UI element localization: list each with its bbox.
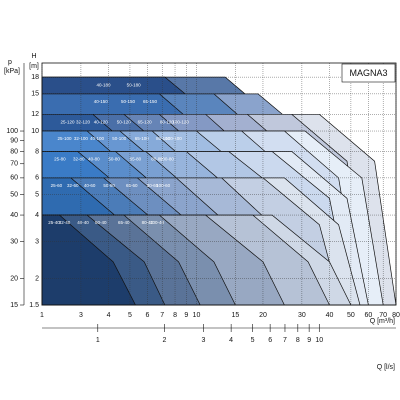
curve-label: 100-80 xyxy=(160,157,175,162)
curve-label: 50-60 xyxy=(103,183,115,188)
y2-unit: [kPa] xyxy=(4,68,20,75)
curve-label: 40-80 xyxy=(88,157,100,162)
curve-label: 80-80 xyxy=(151,157,163,162)
y-tick-label: 4 xyxy=(35,212,39,219)
curve-label: 40-60 xyxy=(84,183,96,188)
y-tick-label: 18 xyxy=(31,74,39,81)
y-unit: [m] xyxy=(29,63,39,70)
curve-label: 25-120 xyxy=(60,120,75,125)
y2-tick-label: 80 xyxy=(10,148,18,155)
x-tick-label: 1 xyxy=(40,312,44,319)
x-tick-label: 7 xyxy=(160,312,164,319)
curve-label: 100-100 xyxy=(165,136,182,141)
curve-label: 25-100 xyxy=(58,136,73,141)
curve-label: 32-40 xyxy=(59,220,71,225)
y-tick-label: 15 xyxy=(31,91,39,98)
y-tick-label: 3 xyxy=(35,238,39,245)
curve-label: 50-120 xyxy=(117,120,132,125)
x2-tick-label: 10 xyxy=(315,337,323,344)
curve-label: 40-180 xyxy=(96,82,111,87)
x2-tick-label: 9 xyxy=(307,337,311,344)
chart-title: MAGNA3 xyxy=(349,68,387,78)
x-tick-label: 40 xyxy=(326,312,334,319)
title-box xyxy=(341,63,396,83)
y2-tick-label: 30 xyxy=(10,238,18,245)
curve-label: 50-80 xyxy=(108,157,120,162)
curve-label: 100-60 xyxy=(156,183,171,188)
x-tick-label: 5 xyxy=(128,312,132,319)
curve-label: 65-150 xyxy=(143,99,158,104)
x-tick-label: 60 xyxy=(364,312,372,319)
x2-tick-label: 8 xyxy=(296,337,300,344)
curve-label: 80-100 xyxy=(156,136,171,141)
curve-label: 80-40 xyxy=(142,220,154,225)
y-tick-label: 6 xyxy=(35,175,39,182)
x-tick-label: 8 xyxy=(173,312,177,319)
y2-label: p xyxy=(8,59,12,66)
x-tick-label: 3 xyxy=(79,312,83,319)
curve-label: 50-40 xyxy=(95,220,107,225)
curve-label: 40-120 xyxy=(94,120,109,125)
curve-label: 25-80 xyxy=(54,157,66,162)
curve-label: 32-80 xyxy=(73,157,85,162)
x-tick-label: 9 xyxy=(184,312,188,319)
curve-label: 32-60 xyxy=(67,183,79,188)
curve-label: 80-60 xyxy=(147,183,159,188)
x2-tick-label: 5 xyxy=(251,337,255,344)
curve-label: 50-100 xyxy=(112,136,127,141)
y2-tick-label: 50 xyxy=(10,191,18,198)
curve-label: 65-60 xyxy=(126,183,138,188)
curve-label: 50-180 xyxy=(127,82,142,87)
plot-frame xyxy=(41,62,397,306)
curve-label: 65-40 xyxy=(118,220,130,225)
y-label: H xyxy=(31,53,36,60)
y2-tick-label: 90 xyxy=(10,138,18,145)
x2-tick-label: 1 xyxy=(96,337,100,344)
curve-label: 50-150 xyxy=(121,99,136,104)
curve-label: 32-100 xyxy=(74,136,89,141)
y-tick-label: 1.5 xyxy=(29,302,39,309)
x-tick-label: 30 xyxy=(298,312,306,319)
curve-label: 40-100 xyxy=(90,136,105,141)
x-tick-label: 10 xyxy=(193,312,201,319)
y2-tick-label: 15 xyxy=(10,302,18,309)
curve-label: 32-120 xyxy=(76,120,91,125)
x-label: Q [m³/h] xyxy=(370,318,395,325)
y-tick-label: 12 xyxy=(31,111,39,118)
y2-tick-label: 20 xyxy=(10,275,18,282)
x-tick-label: 50 xyxy=(347,312,355,319)
curve-label: 100-40 xyxy=(150,220,165,225)
curve-label: 65-80 xyxy=(130,157,142,162)
curve-label: 65-120 xyxy=(138,120,153,125)
x-tick-label: 6 xyxy=(145,312,149,319)
curve-label: 65-100 xyxy=(135,136,150,141)
curve-label: 100-120 xyxy=(172,120,189,125)
y-tick-label: 5 xyxy=(35,191,39,198)
curve-label: 40-40 xyxy=(77,220,89,225)
y2-tick-label: 100 xyxy=(6,128,18,135)
x-tick-label: 70 xyxy=(379,312,387,319)
x2-tick-label: 7 xyxy=(283,337,287,344)
x-tick-label: 20 xyxy=(259,312,267,319)
curve-label: 25-60 xyxy=(51,183,63,188)
y2-tick-label: 60 xyxy=(10,175,18,182)
y2-tick-label: 40 xyxy=(10,212,18,219)
x2-tick-label: 4 xyxy=(229,337,233,344)
x2-label: Q [l/s] xyxy=(377,364,395,371)
x-tick-label: 80 xyxy=(392,312,400,319)
y-tick-label: 8 xyxy=(35,148,39,155)
x-tick-label: 4 xyxy=(107,312,111,319)
curve-label: 25-40 xyxy=(48,220,60,225)
curve-label: 40-150 xyxy=(94,99,109,104)
curve-label: 80-120 xyxy=(160,120,175,125)
x2-tick-label: 6 xyxy=(268,337,272,344)
y2-tick-label: 70 xyxy=(10,161,18,168)
x-tick-label: 15 xyxy=(231,312,239,319)
y-tick-label: 10 xyxy=(31,128,39,135)
y-tick-label: 2 xyxy=(35,275,39,282)
x2-tick-label: 2 xyxy=(163,337,167,344)
x2-tick-label: 3 xyxy=(202,337,206,344)
